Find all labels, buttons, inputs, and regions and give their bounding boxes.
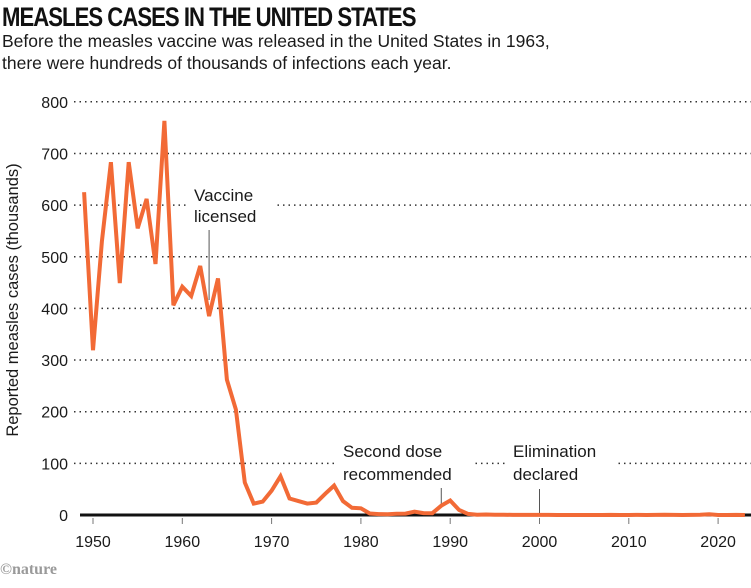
x-tick-label: 1990 [432,534,468,551]
y-tick-label: 0 [59,508,68,525]
annotation-backdrop [188,185,274,231]
annotation-second-dose-line1: Second dose [343,442,442,461]
x-tick-label: 1950 [75,534,111,551]
y-tick-label: 600 [41,198,68,215]
gridlines [74,101,751,465]
annotation-vaccine-line1: Vaccine [194,186,253,205]
chart-title: MEASLES CASES IN THE UNITED STATES [2,2,416,32]
annotations: Vaccine licensed Second dose recommended Eli… [188,185,615,515]
x-tick-label: 2000 [522,534,558,551]
x-tick-label: 2010 [611,534,647,551]
y-tick-labels: 0 100 200 300 400 500 600 700 800 [41,95,68,525]
x-tick-label: 1980 [343,534,379,551]
nature-credit-logo: ©nature [0,561,57,578]
y-tick-label: 300 [41,353,68,370]
y-tick-label: 700 [41,146,68,163]
y-tick-label: 100 [41,456,68,473]
x-tick-label: 1970 [254,534,290,551]
y-tick-label: 800 [41,95,68,112]
chart-subtitle: Before the measles vaccine was released … [2,31,550,73]
series-line-measles-cases [82,120,745,518]
annotation-vaccine-line2: licensed [194,207,256,226]
x-tick-labels: 1950 1960 1970 1980 1990 2000 2010 2020 [75,518,736,551]
y-tick-label: 400 [41,301,68,318]
y-axis-label: Reported measles cases (thousands) [4,163,22,436]
x-tick-label: 1960 [165,534,201,551]
annotation-backdrop [507,441,615,487]
y-tick-label: 500 [41,250,68,267]
annotation-elimination-line1: Elimination [513,442,596,461]
annotation-second-dose-line2: recommended [343,465,452,484]
annotation-elimination-line2: declared [513,465,578,484]
y-tick-label: 200 [41,405,68,422]
x-tick-label: 2020 [700,534,736,551]
annotation-backdrop [337,441,473,487]
